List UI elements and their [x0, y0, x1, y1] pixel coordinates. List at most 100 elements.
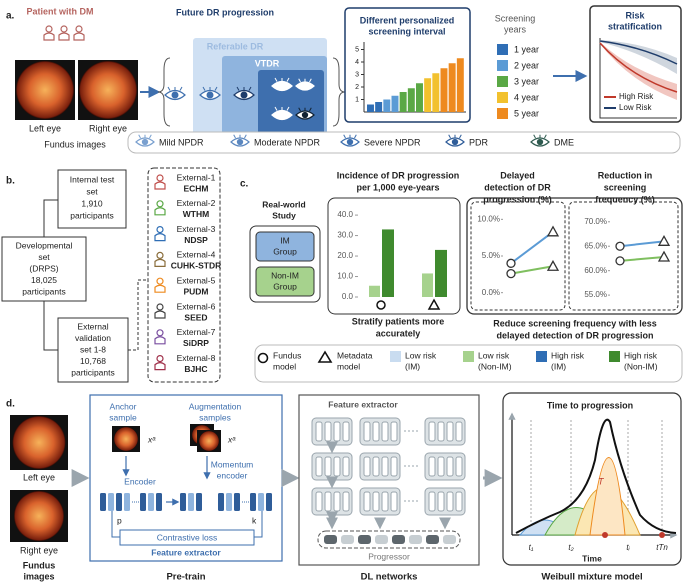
eye-lash: [533, 134, 536, 139]
person-body: [154, 233, 166, 242]
label: Left eye: [23, 472, 55, 482]
eye-iris: [171, 91, 179, 99]
label: DME: [554, 137, 574, 147]
feature-block: [390, 491, 398, 512]
label: Pre-train: [166, 572, 205, 583]
legend-swatch: [390, 351, 401, 362]
encoder-block: [226, 493, 232, 511]
encoder-block: [188, 493, 194, 511]
encoder-block: [148, 493, 154, 511]
bar: [424, 78, 432, 112]
label: 2 year: [514, 60, 539, 70]
label: (DRPS): [29, 263, 58, 273]
feature-block: [315, 491, 323, 512]
label: model: [273, 361, 296, 371]
person-body: [58, 32, 70, 41]
label: Patient with DM: [27, 6, 94, 16]
label: 1 year: [514, 44, 539, 54]
eye-iris: [236, 138, 244, 146]
label: Encoder: [124, 476, 156, 486]
legend-swatch: [463, 351, 474, 362]
label: tTn: [656, 543, 668, 552]
encoder-block: [124, 493, 130, 511]
bar: [448, 63, 456, 112]
label: External-3: [177, 224, 216, 234]
label: Referable DR: [207, 41, 264, 51]
person-body: [154, 310, 166, 319]
label: 4: [355, 59, 359, 66]
series-line: [510, 231, 554, 265]
feature-block: [324, 421, 332, 442]
eye-iris: [301, 82, 309, 90]
label: Time to progression: [547, 400, 633, 410]
label: High risk: [624, 350, 658, 360]
feature-block: [363, 491, 371, 512]
label: Incidence of DR progression: [337, 170, 460, 180]
connector: [43, 199, 58, 237]
person-head: [156, 226, 164, 234]
label: Fundus images: [44, 139, 106, 149]
chart-box: [568, 201, 679, 311]
eye-iris: [301, 111, 309, 119]
label: Severe NPDR: [364, 137, 421, 147]
label: Low risk: [478, 350, 510, 360]
label: set: [86, 186, 98, 196]
label: Stratify patients more: [352, 316, 445, 326]
feature-block: [446, 456, 454, 477]
component: [589, 457, 626, 536]
label: Feature extractor: [151, 547, 221, 557]
label: xᵃ: [147, 434, 156, 444]
bar: [432, 73, 440, 112]
eye-lash: [309, 107, 312, 112]
eye-iris: [536, 138, 544, 146]
label: Screening: [495, 13, 536, 23]
progressor-block: [443, 535, 456, 544]
label: High risk: [551, 350, 585, 360]
legend-swatch: [609, 351, 620, 362]
encoder-block: [156, 493, 162, 511]
label: 10.0%: [477, 214, 500, 223]
point: [615, 256, 625, 266]
label: Augmentation: [189, 401, 242, 411]
label: Future DR progression: [176, 7, 274, 17]
label: SEED: [184, 312, 207, 322]
label: 3 year: [514, 76, 539, 86]
bar: [382, 229, 394, 297]
label: Real-world: [262, 199, 305, 209]
point: [506, 268, 516, 279]
fundus-disc: [16, 61, 74, 119]
label: Momentum: [211, 459, 254, 469]
feature-block: [333, 421, 341, 442]
loss-box: [119, 529, 255, 546]
eye-lash: [354, 134, 357, 139]
bar: [375, 102, 383, 112]
label: Left eye: [29, 123, 61, 133]
bar: [435, 249, 447, 297]
label: Low Risk: [619, 103, 652, 112]
label: Time: [582, 553, 602, 563]
person-body: [154, 362, 166, 371]
label: Risk: [625, 10, 645, 20]
label: T: [598, 476, 605, 486]
label: 3: [355, 71, 359, 78]
encoder-block: [266, 493, 272, 511]
eye-lash: [544, 134, 547, 139]
bar: [391, 95, 399, 112]
person-head: [156, 355, 164, 363]
label: DL networks: [361, 572, 418, 583]
feature-block: [390, 456, 398, 477]
connector: [128, 279, 148, 351]
bar: [369, 285, 380, 297]
label: External: [77, 321, 108, 331]
encoder-block: [180, 493, 186, 511]
label: PUDM: [183, 286, 208, 296]
person-body: [73, 32, 85, 41]
label: sample: [109, 412, 137, 422]
label: 65.0%: [584, 241, 607, 250]
label: Contrastive loss: [157, 532, 217, 542]
label: External-1: [177, 172, 216, 182]
person-head: [156, 277, 164, 285]
eye-lash: [248, 86, 252, 91]
label: years: [504, 24, 527, 34]
